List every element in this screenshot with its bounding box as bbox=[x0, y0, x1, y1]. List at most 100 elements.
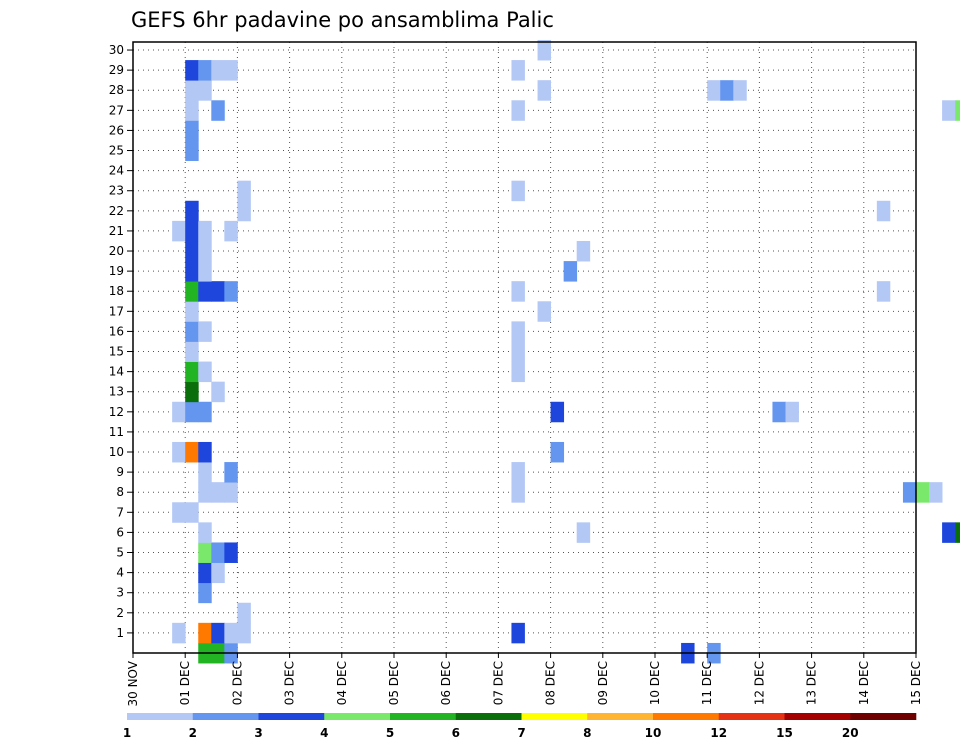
legend-swatch bbox=[653, 713, 719, 720]
heatmap-cell bbox=[511, 362, 524, 383]
legend-label: 20 bbox=[842, 726, 859, 740]
legend-swatch bbox=[456, 713, 522, 720]
y-tick-label: 5 bbox=[116, 546, 124, 560]
heatmap-cell bbox=[211, 281, 224, 302]
heatmap-cell bbox=[185, 301, 198, 322]
y-tick-label: 8 bbox=[116, 485, 124, 499]
heatmap-cell bbox=[185, 60, 198, 80]
x-axis-ticks: 30 NOV 01 DEC 02 DEC 03 DEC 04 DEC 05 DEC 06 D… bbox=[126, 653, 923, 707]
heatmap-cell bbox=[511, 181, 524, 202]
heatmap-cell bbox=[198, 362, 211, 383]
heatmap-cell bbox=[198, 402, 211, 423]
y-tick-label: 7 bbox=[116, 505, 124, 519]
heatmap-cell bbox=[211, 563, 224, 584]
heatmap-cell bbox=[942, 100, 955, 121]
x-tick-label: 03 DEC bbox=[283, 661, 297, 705]
heatmap-cell bbox=[955, 522, 960, 543]
legend-label: 1 bbox=[123, 726, 131, 740]
heatmap-cell bbox=[185, 502, 198, 523]
heatmap-cell bbox=[903, 482, 916, 503]
y-tick-label: 12 bbox=[109, 405, 124, 419]
heatmap-cell bbox=[185, 241, 198, 261]
heatmap-cell bbox=[198, 563, 211, 584]
y-tick-label: 14 bbox=[109, 365, 124, 379]
y-tick-label: 3 bbox=[116, 586, 124, 600]
legend-label: 3 bbox=[254, 726, 262, 740]
heatmap-cell bbox=[577, 522, 590, 543]
heatmap-cell bbox=[185, 201, 198, 222]
heatmap-cell bbox=[224, 482, 237, 503]
heatmap-cell bbox=[172, 221, 185, 242]
legend-swatch bbox=[785, 713, 851, 720]
heatmap-cell bbox=[224, 623, 237, 644]
y-tick-label: 25 bbox=[109, 144, 124, 158]
heatmap-cell bbox=[198, 281, 211, 302]
heatmap-cell bbox=[198, 442, 211, 463]
legend-label: 12 bbox=[710, 726, 727, 740]
heatmap-cell bbox=[237, 623, 250, 644]
legend-label: 10 bbox=[645, 726, 662, 740]
y-tick-label: 23 bbox=[109, 184, 124, 198]
heatmap-cell bbox=[877, 281, 890, 302]
y-axis-ticks: 1234567891011121314151617181920212223242… bbox=[109, 43, 133, 640]
ensemble-precipitation-chart: GEFS 6hr padavine po ansamblima Palic 12… bbox=[0, 0, 960, 742]
heatmap-cell bbox=[185, 100, 198, 121]
heatmap-cell bbox=[198, 241, 211, 261]
heatmap-cell bbox=[237, 201, 250, 222]
heatmap-cell bbox=[198, 583, 211, 604]
heatmap-cell bbox=[198, 221, 211, 242]
legend-swatch bbox=[127, 713, 193, 720]
heatmap-cell bbox=[224, 281, 237, 302]
legend-label: 15 bbox=[776, 726, 793, 740]
y-tick-label: 22 bbox=[109, 204, 124, 218]
heatmap-cell bbox=[172, 402, 185, 423]
heatmap-cell bbox=[198, 522, 211, 543]
heatmap-cell bbox=[511, 341, 524, 362]
y-tick-label: 15 bbox=[109, 345, 124, 359]
heatmap-cell bbox=[929, 482, 942, 503]
heatmap-cell bbox=[511, 462, 524, 483]
x-tick-label: 14 DEC bbox=[857, 661, 871, 705]
legend-swatch bbox=[719, 713, 785, 720]
legend-label: 4 bbox=[320, 726, 328, 740]
heatmap-cell bbox=[224, 542, 237, 563]
heatmap-cell bbox=[185, 362, 198, 383]
heatmap-cells bbox=[172, 40, 960, 663]
y-tick-label: 6 bbox=[116, 525, 124, 539]
heatmap-cell bbox=[877, 201, 890, 222]
x-tick-label: 08 DEC bbox=[544, 661, 558, 705]
heatmap-cell bbox=[211, 382, 224, 403]
heatmap-cell bbox=[198, 542, 211, 563]
heatmap-cell bbox=[211, 482, 224, 503]
x-tick-label: 04 DEC bbox=[335, 661, 349, 705]
heatmap-cell bbox=[720, 80, 733, 101]
legend-label: 2 bbox=[189, 726, 197, 740]
legend-label: 7 bbox=[517, 726, 525, 740]
legend-label: 5 bbox=[386, 726, 394, 740]
heatmap-cell bbox=[185, 261, 198, 282]
heatmap-cell bbox=[237, 603, 250, 624]
legend-swatch bbox=[193, 713, 259, 720]
heatmap-cell bbox=[211, 100, 224, 121]
y-tick-label: 21 bbox=[109, 224, 124, 238]
x-tick-label: 05 DEC bbox=[387, 661, 401, 705]
heatmap-cell bbox=[224, 462, 237, 483]
heatmap-cell bbox=[538, 80, 551, 101]
heatmap-cell bbox=[211, 542, 224, 563]
heatmap-cell bbox=[511, 623, 524, 644]
heatmap-cell bbox=[198, 482, 211, 503]
heatmap-cell bbox=[551, 442, 564, 463]
heatmap-cell bbox=[185, 221, 198, 242]
heatmap-cell bbox=[198, 60, 211, 80]
heatmap-cell bbox=[511, 60, 524, 80]
legend-swatch bbox=[522, 713, 588, 720]
y-tick-label: 27 bbox=[109, 103, 124, 117]
heatmap-cell bbox=[211, 623, 224, 644]
heatmap-cell bbox=[185, 382, 198, 403]
legend-swatch bbox=[324, 713, 390, 720]
heatmap-cell bbox=[185, 341, 198, 362]
heatmap-cell bbox=[172, 623, 185, 644]
legend-label: 6 bbox=[452, 726, 460, 740]
x-tick-label: 30 NOV bbox=[126, 660, 140, 706]
y-tick-label: 24 bbox=[109, 164, 124, 178]
